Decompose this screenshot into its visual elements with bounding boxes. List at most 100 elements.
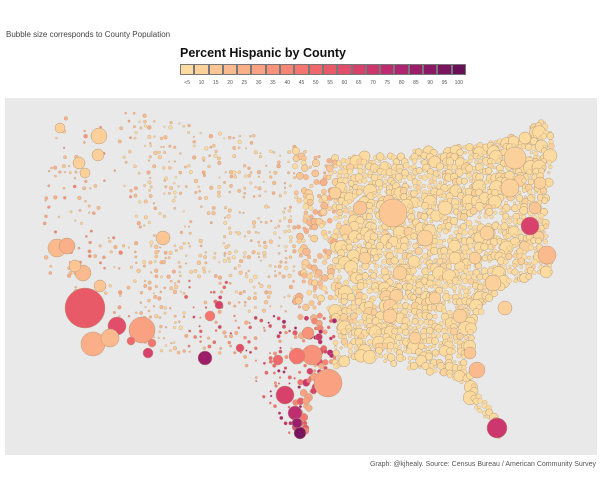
- county-bubble: [491, 204, 496, 209]
- legend-swatch: [222, 64, 238, 75]
- county-bubble: [399, 186, 408, 195]
- county-bubble: [238, 291, 243, 296]
- county-bubble: [224, 335, 228, 339]
- county-bubble: [436, 333, 441, 338]
- county-bubble: [283, 182, 287, 185]
- county-bubble: [238, 211, 241, 214]
- county-bubble: [218, 351, 222, 355]
- county-bubble: [343, 214, 347, 219]
- county-bubble: [337, 269, 341, 273]
- county-bubble: [234, 319, 237, 322]
- county-bubble: [443, 164, 448, 169]
- legend-swatch: [208, 64, 223, 75]
- county-bubble: [347, 354, 352, 358]
- county-bubble: [218, 176, 221, 179]
- county-bubble: [98, 244, 102, 248]
- county-bubble: [372, 193, 377, 198]
- county-bubble: [481, 402, 488, 409]
- county-bubble: [436, 171, 441, 176]
- county-bubble: [177, 260, 181, 264]
- county-bubble: [492, 244, 496, 249]
- county-bubble: [217, 194, 221, 198]
- county-bubble: [402, 328, 410, 336]
- county-bubble: [209, 185, 214, 190]
- county-bubble: [158, 316, 162, 319]
- county-bubble: [296, 232, 304, 241]
- county-bubble: [428, 291, 442, 305]
- county-bubble: [407, 314, 411, 318]
- county-bubble: [320, 202, 329, 210]
- county-bubble: [173, 314, 177, 318]
- county-bubble: [269, 352, 271, 355]
- county-bubble: [334, 345, 338, 349]
- county-bubble: [416, 189, 422, 195]
- county-bubble: [279, 346, 282, 350]
- county-bubble: [451, 164, 458, 170]
- county-bubble: [273, 351, 277, 356]
- county-bubble: [258, 244, 262, 248]
- county-bubble: [261, 308, 266, 313]
- county-bubble: [182, 349, 186, 353]
- county-bubble: [78, 209, 82, 212]
- county-bubble: [276, 316, 281, 321]
- county-bubble: [415, 167, 423, 175]
- county-bubble: [317, 294, 325, 303]
- county-bubble: [288, 235, 293, 240]
- county-bubble: [249, 135, 252, 138]
- county-bubble: [312, 209, 319, 215]
- county-bubble: [457, 293, 463, 298]
- county-bubble: [297, 305, 302, 309]
- county-bubble: [228, 190, 232, 194]
- legend-swatch: [351, 64, 366, 75]
- county-bubble: [173, 195, 177, 199]
- county-bubble: [253, 316, 258, 320]
- county-bubble: [277, 160, 281, 164]
- county-bubble: [218, 131, 222, 136]
- county-bubble: [496, 158, 502, 164]
- county-bubble: [234, 249, 238, 254]
- county-bubble: [507, 218, 513, 224]
- county-bubble: [249, 181, 253, 185]
- county-bubble: [148, 189, 151, 192]
- county-bubble: [332, 295, 338, 301]
- county-bubble: [168, 191, 171, 195]
- county-bubble: [268, 264, 272, 268]
- county-bubble: [238, 134, 242, 138]
- county-bubble: [294, 195, 298, 200]
- county-bubble: [224, 171, 227, 174]
- county-bubble: [142, 260, 146, 264]
- county-bubble: [157, 250, 160, 253]
- county-bubble: [292, 330, 298, 336]
- legend-label: 40: [284, 80, 290, 86]
- county-bubble: [187, 344, 191, 348]
- legend-swatch: [308, 64, 323, 75]
- county-bubble: [237, 146, 241, 150]
- county-bubble: [535, 237, 542, 245]
- county-bubble: [163, 286, 167, 290]
- county-bubble: [411, 174, 416, 179]
- county-bubble: [87, 204, 91, 208]
- legend-label: 50: [313, 80, 319, 86]
- county-bubble: [231, 255, 236, 260]
- county-bubble: [223, 137, 226, 140]
- county-bubble: [394, 173, 403, 181]
- county-bubble: [229, 344, 232, 348]
- county-bubble: [469, 178, 474, 183]
- county-bubble: [381, 258, 388, 265]
- county-bubble: [257, 255, 261, 259]
- county-bubble: [466, 264, 471, 269]
- county-bubble: [184, 333, 189, 338]
- county-bubble: [134, 255, 138, 259]
- county-bubble: [338, 215, 343, 220]
- county-bubble: [390, 360, 398, 367]
- county-bubble: [302, 397, 311, 405]
- county-bubble: [263, 244, 268, 249]
- county-bubble: [548, 143, 555, 150]
- county-bubble: [262, 254, 267, 259]
- county-bubble: [373, 263, 379, 269]
- legend-swatch: [280, 64, 295, 75]
- county-bubble: [318, 329, 323, 334]
- legend-label: 35: [270, 80, 276, 86]
- county-bubble: [411, 164, 417, 169]
- county-bubble: [466, 249, 473, 255]
